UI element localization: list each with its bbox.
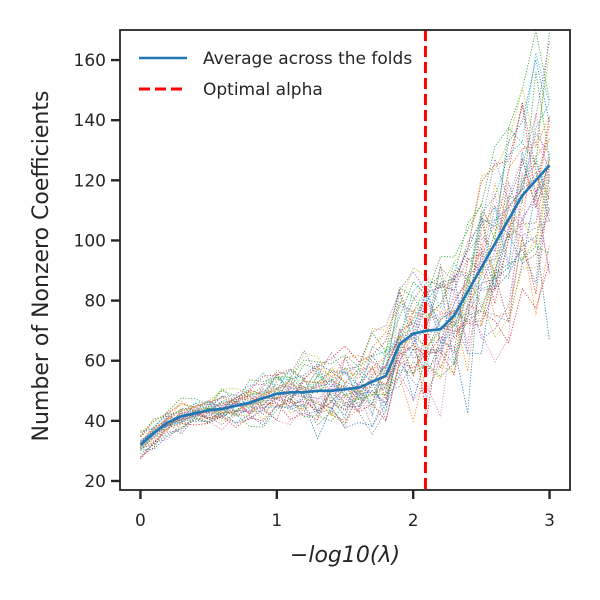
fold-line [140, 238, 550, 450]
y-tick-label: 60 [84, 352, 106, 372]
fold-line [140, 168, 550, 442]
y-tick-label: 80 [84, 292, 106, 312]
y-axis: 20 40 60 80 100 120 140 160 [74, 51, 120, 492]
fold-line [140, 245, 550, 455]
fold-line [140, 41, 550, 434]
fold-line [140, 158, 550, 444]
mean-line-layer [139, 164, 551, 446]
average-line [139, 164, 551, 446]
fold-line [140, 124, 550, 443]
x-tick-label: 3 [544, 511, 555, 531]
fold-line [140, 165, 550, 449]
fold-line [140, 59, 550, 441]
fold-lines [140, 30, 550, 460]
legend-label-average: Average across the folds [203, 49, 412, 69]
y-axis-title: Number of Nonzero Coefficients [29, 91, 54, 442]
x-tick-label: 2 [408, 511, 419, 531]
y-tick-label: 140 [74, 111, 106, 131]
fold-line [140, 53, 550, 434]
fold-line [140, 261, 550, 460]
fold-line [140, 161, 550, 448]
fold-line [140, 219, 550, 448]
fold-line [140, 164, 550, 447]
fold-line [140, 157, 550, 444]
fold-line [140, 174, 550, 450]
fold-line [140, 137, 550, 444]
y-tick-label: 120 [74, 171, 106, 191]
fold-line [140, 104, 550, 438]
fold-line [140, 171, 550, 450]
plot-frame [119, 29, 571, 491]
y-tick-label: 20 [84, 472, 106, 492]
legend-label-optimal: Optimal alpha [203, 80, 323, 100]
fold-line [140, 138, 550, 437]
x-tick-label: 0 [135, 511, 146, 531]
x-axis: 0 1 2 3 [135, 490, 555, 531]
fold-line [140, 141, 550, 443]
fold-line [140, 30, 550, 437]
y-tick-label: 100 [74, 231, 106, 251]
x-axis-title: −log10(λ) [290, 543, 400, 568]
fold-line [140, 235, 550, 451]
x-tick-label: 1 [271, 511, 282, 531]
fold-line [140, 180, 550, 448]
fold-line [140, 206, 550, 450]
legend: Average across the folds Optimal alpha [139, 49, 412, 100]
y-tick-label: 40 [84, 412, 106, 432]
fold-line [140, 30, 550, 432]
y-tick-label: 160 [74, 51, 106, 71]
